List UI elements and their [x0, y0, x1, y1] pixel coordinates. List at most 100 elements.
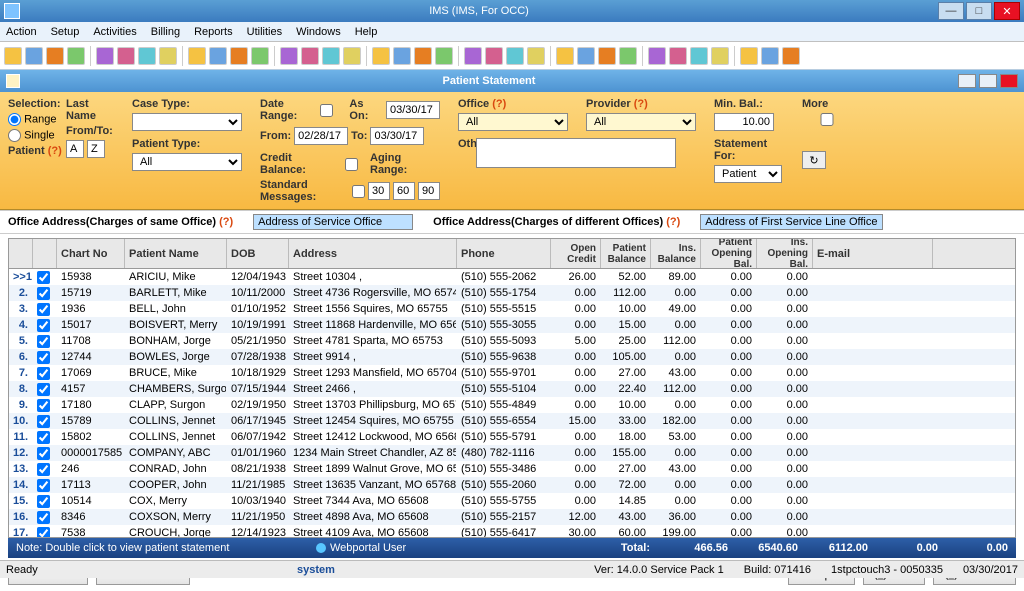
toolbar-icon-9[interactable]	[209, 47, 227, 65]
sub-close-button[interactable]	[1000, 74, 1018, 88]
toolbar-icon-1[interactable]	[25, 47, 43, 65]
toolbar-icon-27[interactable]	[619, 47, 637, 65]
othernote-input[interactable]	[476, 138, 676, 168]
table-row[interactable]: 12.0000017585COMPANY, ABC01/01/19601234 …	[9, 445, 1015, 461]
toolbar-icon-14[interactable]	[322, 47, 340, 65]
from-date-input[interactable]	[294, 127, 348, 145]
row-checkbox[interactable]	[37, 447, 50, 460]
aging-90-input[interactable]	[418, 182, 440, 200]
row-checkbox[interactable]	[37, 287, 50, 300]
to-date-input[interactable]	[370, 127, 424, 145]
toolbar-icon-32[interactable]	[740, 47, 758, 65]
toolbar-icon-20[interactable]	[464, 47, 482, 65]
creditbal-checkbox[interactable]	[345, 158, 358, 171]
row-checkbox[interactable]	[37, 495, 50, 508]
table-row[interactable]: 15.10514COX, Merry10/03/1940Street 7344 …	[9, 493, 1015, 509]
menu-activities[interactable]: Activities	[93, 26, 136, 38]
from-char-input[interactable]	[66, 140, 84, 158]
table-row[interactable]: 5.11708BONHAM, Jorge05/21/1950Street 478…	[9, 333, 1015, 349]
toolbar-icon-34[interactable]	[782, 47, 800, 65]
refresh-button[interactable]: ↻	[802, 151, 826, 169]
table-row[interactable]: 9.17180CLAPP, Surgon02/19/1950Street 137…	[9, 397, 1015, 413]
to-char-input[interactable]	[87, 140, 105, 158]
toolbar-icon-23[interactable]	[527, 47, 545, 65]
row-checkbox[interactable]	[37, 303, 50, 316]
aging-30-input[interactable]	[368, 182, 390, 200]
menu-utilities[interactable]: Utilities	[247, 26, 282, 38]
daterange-checkbox[interactable]	[320, 104, 333, 117]
row-checkbox[interactable]	[37, 431, 50, 444]
row-checkbox[interactable]	[37, 335, 50, 348]
toolbar-icon-28[interactable]	[648, 47, 666, 65]
toolbar-icon-12[interactable]	[280, 47, 298, 65]
addr-diff-field[interactable]: Address of First Service Line Office	[700, 214, 882, 230]
minbal-input[interactable]	[714, 113, 774, 131]
table-row[interactable]: 2.15719BARLETT, Mike10/11/2000Street 473…	[9, 285, 1015, 301]
col-ib[interactable]: Ins. Balance	[651, 239, 701, 268]
addr-same-field[interactable]: Address of Service Office	[253, 214, 413, 230]
row-checkbox[interactable]	[37, 527, 50, 539]
menu-reports[interactable]: Reports	[194, 26, 233, 38]
table-row[interactable]: 6.12744BOWLES, Jorge07/28/1938Street 991…	[9, 349, 1015, 365]
col-pb[interactable]: Patient Balance	[601, 239, 651, 268]
menu-help[interactable]: Help	[355, 26, 378, 38]
table-row[interactable]: 10.15789COLLINS, Jennet06/17/1945Street …	[9, 413, 1015, 429]
toolbar-icon-15[interactable]	[343, 47, 361, 65]
toolbar-icon-7[interactable]	[159, 47, 177, 65]
table-row[interactable]: 7.17069BRUCE, Mike10/18/1929Street 1293 …	[9, 365, 1015, 381]
sub-maximize-button[interactable]	[979, 74, 997, 88]
row-checkbox[interactable]	[37, 351, 50, 364]
toolbar-icon-19[interactable]	[435, 47, 453, 65]
col-email[interactable]: E-mail	[813, 239, 933, 268]
table-row[interactable]: 16.8346COXSON, Merry11/21/1950Street 489…	[9, 509, 1015, 525]
col-phone[interactable]: Phone	[457, 239, 551, 268]
sub-minimize-button[interactable]	[958, 74, 976, 88]
menu-action[interactable]: Action	[6, 26, 37, 38]
toolbar-icon-30[interactable]	[690, 47, 708, 65]
toolbar-icon-0[interactable]	[4, 47, 22, 65]
row-checkbox[interactable]	[37, 399, 50, 412]
menu-windows[interactable]: Windows	[296, 26, 341, 38]
row-checkbox[interactable]	[37, 479, 50, 492]
col-dob[interactable]: DOB	[227, 239, 289, 268]
toolbar-icon-22[interactable]	[506, 47, 524, 65]
stdmsg-checkbox[interactable]	[352, 185, 365, 198]
toolbar-icon-10[interactable]	[230, 47, 248, 65]
row-checkbox[interactable]	[37, 383, 50, 396]
casetype-select[interactable]	[132, 113, 242, 131]
col-pob[interactable]: Patient Opening Bal.	[701, 239, 757, 268]
aging-60-input[interactable]	[393, 182, 415, 200]
toolbar-icon-21[interactable]	[485, 47, 503, 65]
row-checkbox[interactable]	[37, 319, 50, 332]
toolbar-icon-5[interactable]	[117, 47, 135, 65]
menu-setup[interactable]: Setup	[51, 26, 80, 38]
toolbar-icon-31[interactable]	[711, 47, 729, 65]
minimize-button[interactable]: —	[938, 2, 964, 20]
col-chart[interactable]: Chart No	[57, 239, 125, 268]
toolbar-icon-17[interactable]	[393, 47, 411, 65]
maximize-button[interactable]: □	[966, 2, 992, 20]
toolbar-icon-2[interactable]	[46, 47, 64, 65]
more-checkbox[interactable]	[802, 113, 852, 126]
toolbar-icon-26[interactable]	[598, 47, 616, 65]
row-checkbox[interactable]	[37, 463, 50, 476]
row-checkbox[interactable]	[37, 271, 50, 284]
toolbar-icon-8[interactable]	[188, 47, 206, 65]
toolbar-icon-6[interactable]	[138, 47, 156, 65]
table-row[interactable]: >>1.15938ARICIU, Mike12/04/1943Street 10…	[9, 269, 1015, 285]
toolbar-icon-24[interactable]	[556, 47, 574, 65]
toolbar-icon-16[interactable]	[372, 47, 390, 65]
table-row[interactable]: 13.246CONRAD, John08/21/1938Street 1899 …	[9, 461, 1015, 477]
table-row[interactable]: 8.4157CHAMBERS, Surgon07/15/1944Street 2…	[9, 381, 1015, 397]
toolbar-icon-29[interactable]	[669, 47, 687, 65]
provider-select[interactable]: All	[586, 113, 696, 131]
toolbar-icon-3[interactable]	[67, 47, 85, 65]
grid-body[interactable]: >>1.15938ARICIU, Mike12/04/1943Street 10…	[9, 269, 1015, 538]
stmtfor-select[interactable]: Patient	[714, 165, 782, 183]
table-row[interactable]: 17.7538CROUCH, Jorge12/14/1923Street 410…	[9, 525, 1015, 538]
menu-billing[interactable]: Billing	[151, 26, 180, 38]
table-row[interactable]: 11.15802COLLINS, Jennet06/07/1942Street …	[9, 429, 1015, 445]
row-checkbox[interactable]	[37, 511, 50, 524]
toolbar-icon-4[interactable]	[96, 47, 114, 65]
col-oc[interactable]: Open Credit	[551, 239, 601, 268]
